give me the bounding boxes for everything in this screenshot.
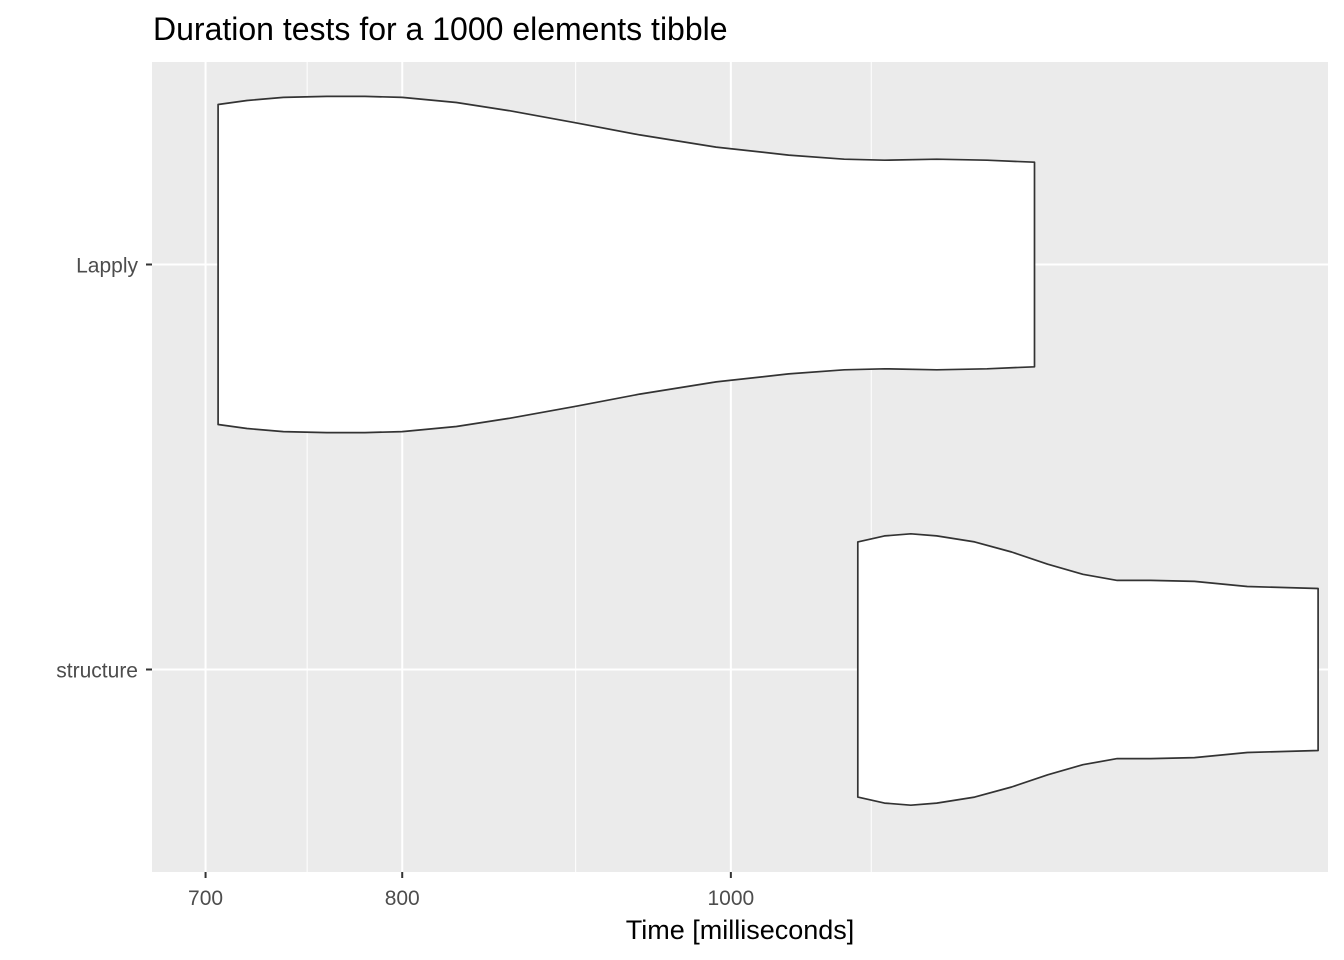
y-tick-label-lapply: Lapply: [76, 255, 138, 278]
y-axis: Lapply structure: [56, 255, 152, 683]
x-tick-label-1000: 1000: [707, 887, 754, 910]
violin-structure: [856, 532, 1319, 807]
violins: [217, 95, 1319, 807]
x-tick-label-700: 700: [188, 887, 223, 910]
violin-lapply: [217, 95, 1036, 434]
x-axis-title: Time [milliseconds]: [626, 915, 855, 945]
y-tick-label-structure: structure: [56, 660, 138, 683]
x-axis: 700 800 1000: [188, 872, 754, 910]
x-tick-label-800: 800: [385, 887, 420, 910]
chart-title: Duration tests for a 1000 elements tibbl…: [153, 11, 728, 47]
